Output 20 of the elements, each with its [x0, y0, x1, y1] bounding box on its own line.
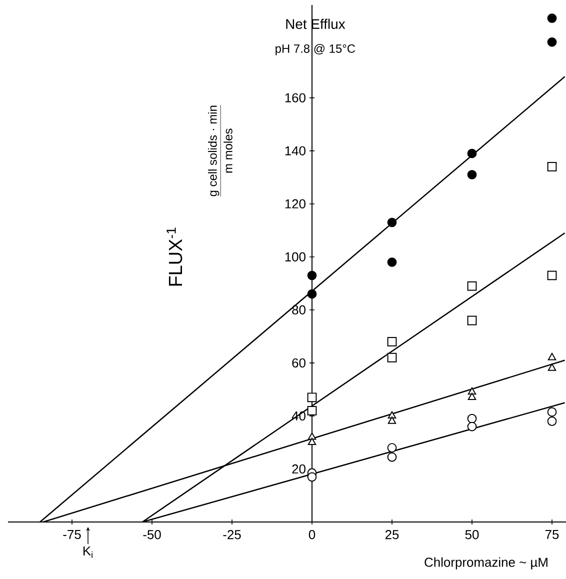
y-tick-label: 160	[285, 93, 306, 102]
x-tick-label: 50	[465, 530, 479, 540]
y-tick-label: 120	[285, 199, 306, 208]
x-tick-label: -50	[143, 530, 161, 540]
y-axis-title: FLUX$^{-1}$	[166, 228, 182, 286]
x-tick-label: 0	[308, 530, 316, 540]
x-axis-title: Chlorpromazine ~ µM	[424, 557, 548, 570]
annotation: g cell solids · min	[208, 106, 220, 196]
text: Net Efflux	[286, 18, 346, 29]
y-tick-label: 140	[285, 146, 306, 156]
y-tick-label: 100	[285, 252, 306, 262]
x-tick-label: 25	[385, 530, 399, 540]
annotation: m moles	[224, 128, 232, 173]
y-tick-label: 20	[292, 464, 306, 474]
x-tick-label: 75	[545, 530, 559, 540]
x-tick-label: -25	[223, 530, 241, 540]
x-tick-label: -75	[63, 530, 81, 540]
text: K$_{i}$	[83, 546, 92, 558]
text: pH 7.8 @ 15°C	[276, 44, 356, 56]
y-tick-label: 60	[292, 358, 306, 368]
